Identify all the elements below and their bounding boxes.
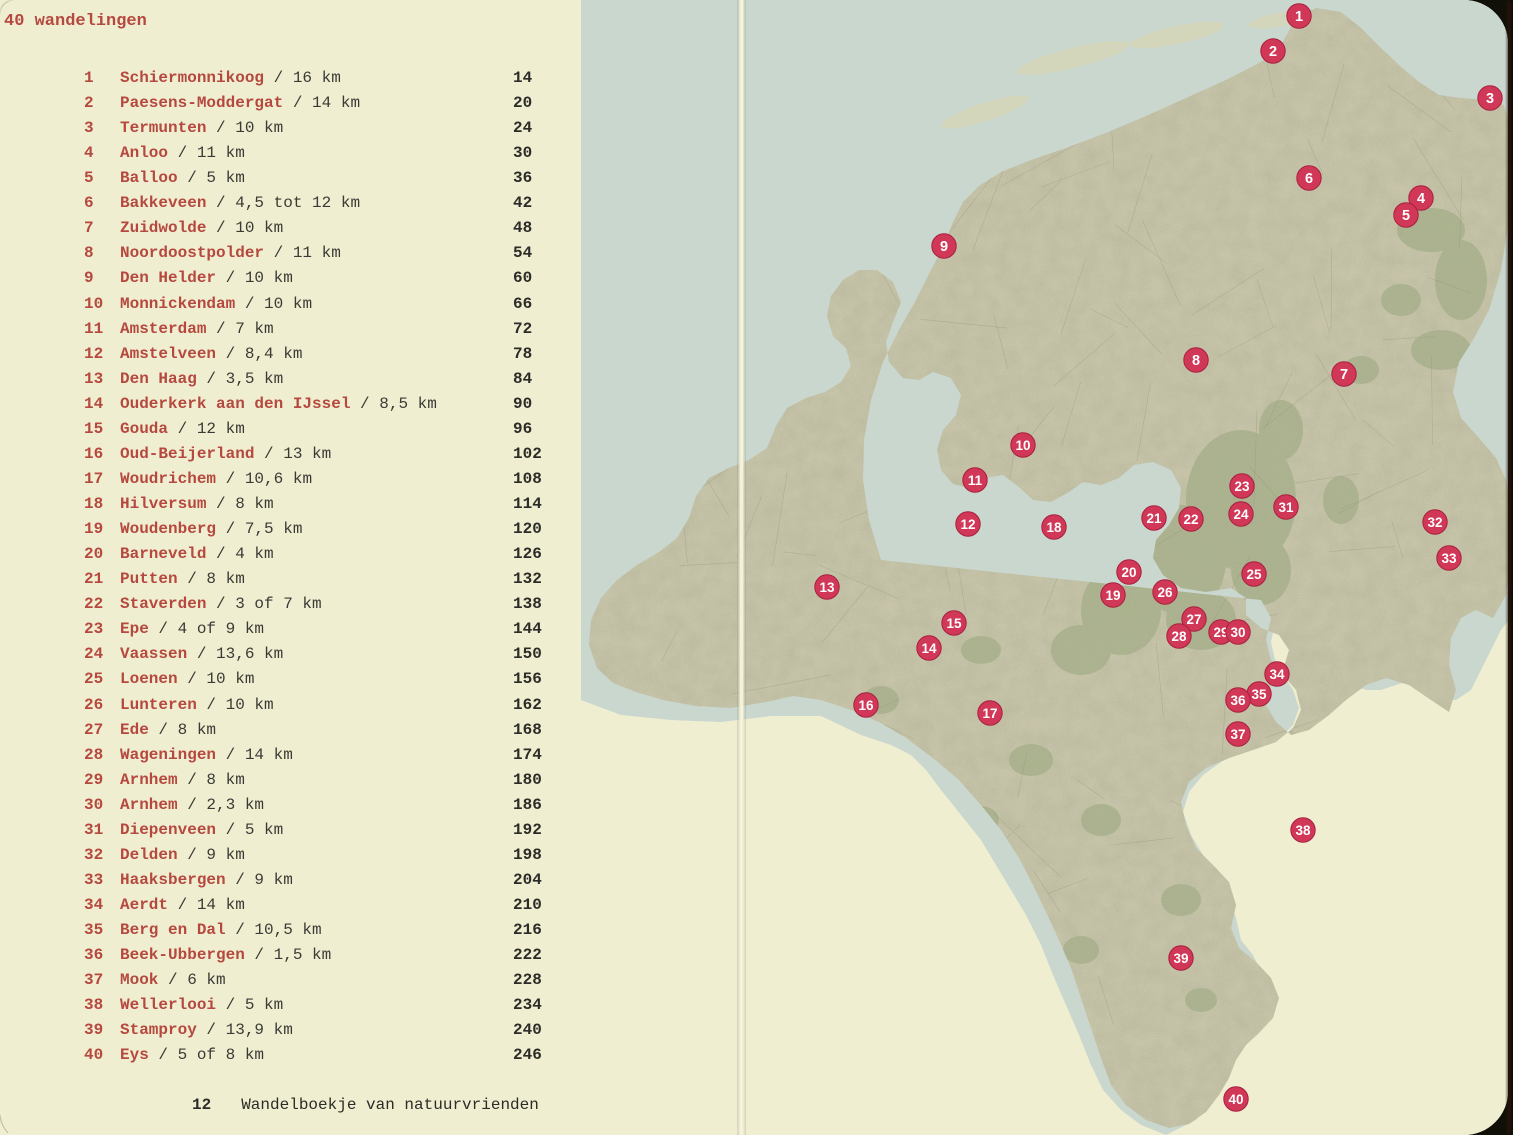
svg-text:15: 15 <box>946 616 962 631</box>
svg-text:1: 1 <box>1295 9 1303 25</box>
svg-text:19: 19 <box>1105 588 1120 603</box>
svg-text:16: 16 <box>858 698 874 713</box>
svg-text:33: 33 <box>1441 551 1457 566</box>
svg-text:21: 21 <box>1146 511 1162 526</box>
svg-text:32: 32 <box>1427 515 1442 530</box>
svg-text:2: 2 <box>1269 44 1277 60</box>
svg-text:24: 24 <box>1233 507 1249 522</box>
svg-text:20: 20 <box>1121 565 1136 580</box>
svg-text:22: 22 <box>1183 512 1198 527</box>
svg-text:12: 12 <box>960 517 975 532</box>
svg-text:30: 30 <box>1230 625 1245 640</box>
svg-text:3: 3 <box>1486 91 1494 107</box>
svg-text:27: 27 <box>1186 612 1201 627</box>
svg-text:17: 17 <box>982 706 997 721</box>
svg-text:13: 13 <box>819 580 835 595</box>
svg-text:6: 6 <box>1305 171 1313 187</box>
svg-text:14: 14 <box>921 641 937 656</box>
svg-text:11: 11 <box>968 473 983 488</box>
svg-text:26: 26 <box>1157 585 1173 600</box>
svg-text:25: 25 <box>1246 567 1262 582</box>
svg-text:18: 18 <box>1046 520 1062 535</box>
svg-text:5: 5 <box>1402 208 1410 224</box>
svg-text:4: 4 <box>1417 191 1425 207</box>
svg-text:8: 8 <box>1192 353 1200 369</box>
svg-text:9: 9 <box>940 239 948 255</box>
svg-text:10: 10 <box>1015 438 1030 453</box>
svg-text:38: 38 <box>1295 823 1311 838</box>
svg-text:40: 40 <box>1228 1092 1243 1107</box>
svg-text:37: 37 <box>1230 727 1245 742</box>
svg-text:36: 36 <box>1230 693 1246 708</box>
svg-text:35: 35 <box>1251 687 1267 702</box>
svg-text:23: 23 <box>1234 479 1250 494</box>
svg-text:7: 7 <box>1340 367 1348 383</box>
svg-text:31: 31 <box>1278 500 1294 515</box>
svg-text:34: 34 <box>1269 667 1285 682</box>
svg-text:28: 28 <box>1171 629 1187 644</box>
svg-text:39: 39 <box>1173 951 1188 966</box>
